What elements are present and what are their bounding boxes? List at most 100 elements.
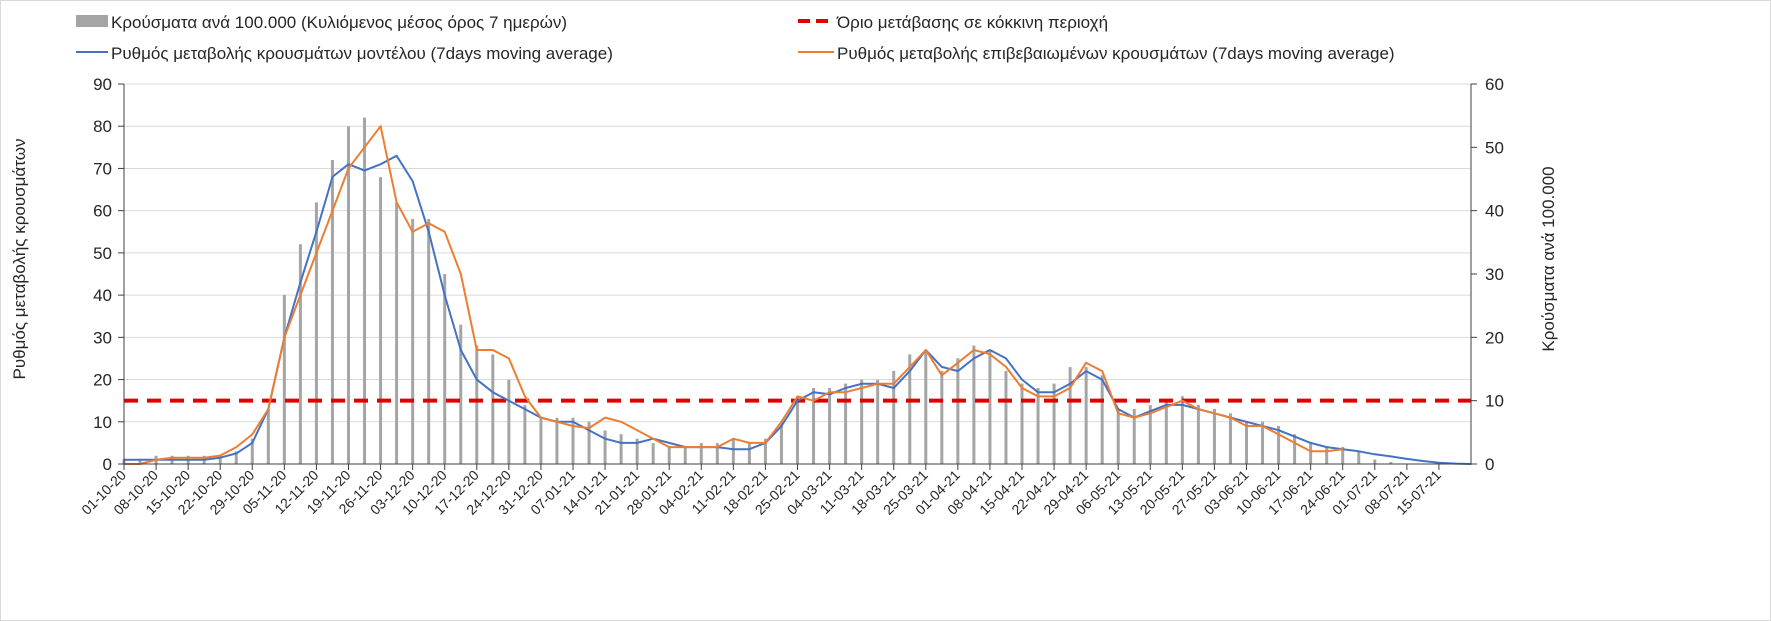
confirmed-rate-line-point [700, 446, 703, 448]
confirmed-rate-line-point [171, 456, 173, 459]
confirmed-rate-line-point [1117, 412, 1120, 415]
y-right-tick-label: 60 [1485, 75, 1504, 94]
bar [619, 434, 623, 464]
bar [988, 350, 992, 464]
confirmed-rate-line-point [203, 456, 205, 459]
model-rate-line-point [796, 399, 799, 402]
model-rate-line-point [171, 458, 173, 461]
bar [427, 218, 431, 464]
y-right-tick-label: 0 [1485, 455, 1494, 474]
model-rate-line-point [1005, 357, 1007, 360]
model-rate-line-point [732, 448, 735, 451]
confirmed-rate-line-point [1261, 425, 1264, 427]
model-rate-line-point [1165, 404, 1168, 406]
confirmed-rate-line-point [684, 446, 687, 448]
confirmed-rate-line-point [443, 230, 446, 233]
model-rate-line-point [1390, 455, 1392, 458]
confirmed-rate-line-point [267, 408, 270, 410]
bar [1325, 446, 1329, 464]
model-rate-line-point [572, 420, 574, 423]
model-rate-line-point [812, 391, 815, 394]
bar [298, 244, 302, 464]
model-rate-line-point [1085, 370, 1087, 372]
confirmed-rate-line-point [764, 442, 767, 444]
bar [1277, 426, 1281, 464]
model-rate-line-point [1069, 382, 1071, 385]
bar [812, 388, 816, 464]
model-rate-line-point [1053, 391, 1055, 394]
bar [1309, 443, 1313, 464]
legend-confirmed-label: Ρυθμός μεταβολής επιβεβαιωμένων κρουσμάτ… [837, 44, 1395, 63]
bar [779, 421, 783, 464]
confirmed-rate-line-point [347, 167, 350, 170]
bar [138, 459, 142, 464]
model-rate-line-point [1422, 460, 1424, 462]
confirmed-rate-line-point [524, 395, 526, 398]
model-rate-line-point [475, 378, 478, 381]
bar [523, 405, 527, 464]
model-rate-line-point [251, 442, 254, 444]
model-rate-line-point [411, 180, 414, 182]
model-rate-line-point [860, 382, 863, 385]
confirmed-rate-line-point [1293, 442, 1296, 444]
confirmed-rate-line-point [1005, 366, 1007, 368]
y-left-tick-label: 80 [93, 117, 112, 136]
model-rate-line-point [203, 458, 205, 461]
confirmed-rate-line-point [379, 125, 382, 128]
y-left-tick-label: 60 [93, 202, 112, 221]
model-rate-line-point [299, 281, 302, 284]
bar [1148, 405, 1152, 464]
model-rate-line-point [1406, 458, 1408, 460]
bar [459, 324, 463, 464]
confirmed-rate-line-point [1197, 408, 1200, 410]
bar [330, 160, 334, 464]
bar [908, 354, 912, 464]
confirmed-rate-line-point [924, 349, 927, 351]
bar [635, 438, 639, 464]
bar [828, 388, 832, 464]
bar [1196, 405, 1200, 464]
confirmed-rate-line-point [652, 437, 654, 440]
model-rate-line-point [636, 442, 638, 444]
confirmed-rate-line-point [283, 336, 286, 339]
confirmed-rate-line-point [636, 429, 638, 432]
bar [1245, 421, 1248, 464]
confirmed-rate-line-point [1037, 395, 1039, 398]
confirmed-rate-line-point [1149, 412, 1152, 415]
model-rate-line-point [1357, 450, 1360, 453]
bar [1212, 408, 1216, 464]
confirmed-rate-line-point [973, 349, 975, 351]
confirmed-rate-line-point [604, 416, 606, 419]
confirmed-rate-line-point [812, 399, 815, 402]
model-rate-line-point [219, 456, 222, 459]
model-rate-line-point [780, 425, 783, 427]
confirmed-rate-line-point [1165, 406, 1168, 408]
y-axis-left-title: Ρυθμός μεταβολής κρουσμάτων [10, 139, 29, 380]
bar [218, 455, 222, 464]
bar [507, 379, 511, 464]
y-left-tick-label: 70 [93, 159, 112, 178]
confirmed-rate-line-point [492, 349, 494, 351]
bar [266, 408, 270, 464]
model-rate-line-point [1101, 378, 1103, 381]
y-left-tick-label: 10 [93, 413, 112, 432]
bar [1084, 367, 1088, 464]
y-right-tick-label: 10 [1485, 392, 1504, 411]
confirmed-rate-line-point [828, 391, 831, 394]
bar [1020, 383, 1024, 464]
confirmed-rate-line-point [844, 391, 847, 394]
model-rate-line-point [1438, 461, 1440, 464]
axes: 0102030405060708090010203040506001-10-20… [78, 75, 1504, 518]
model-rate-line-point [235, 452, 238, 455]
y-right-tick-label: 30 [1485, 265, 1504, 284]
model-rate-line-point [395, 154, 398, 157]
bar [1100, 375, 1104, 464]
model-rate-line-point [459, 349, 462, 351]
confirmed-rate-line-point [1053, 395, 1055, 398]
confirmed-rate-line-point [620, 420, 622, 423]
bar [667, 446, 671, 464]
confirmed-rate-line-point [411, 230, 414, 233]
confirmed-rate-line-point [540, 416, 542, 419]
model-rate-line-point [588, 429, 590, 432]
